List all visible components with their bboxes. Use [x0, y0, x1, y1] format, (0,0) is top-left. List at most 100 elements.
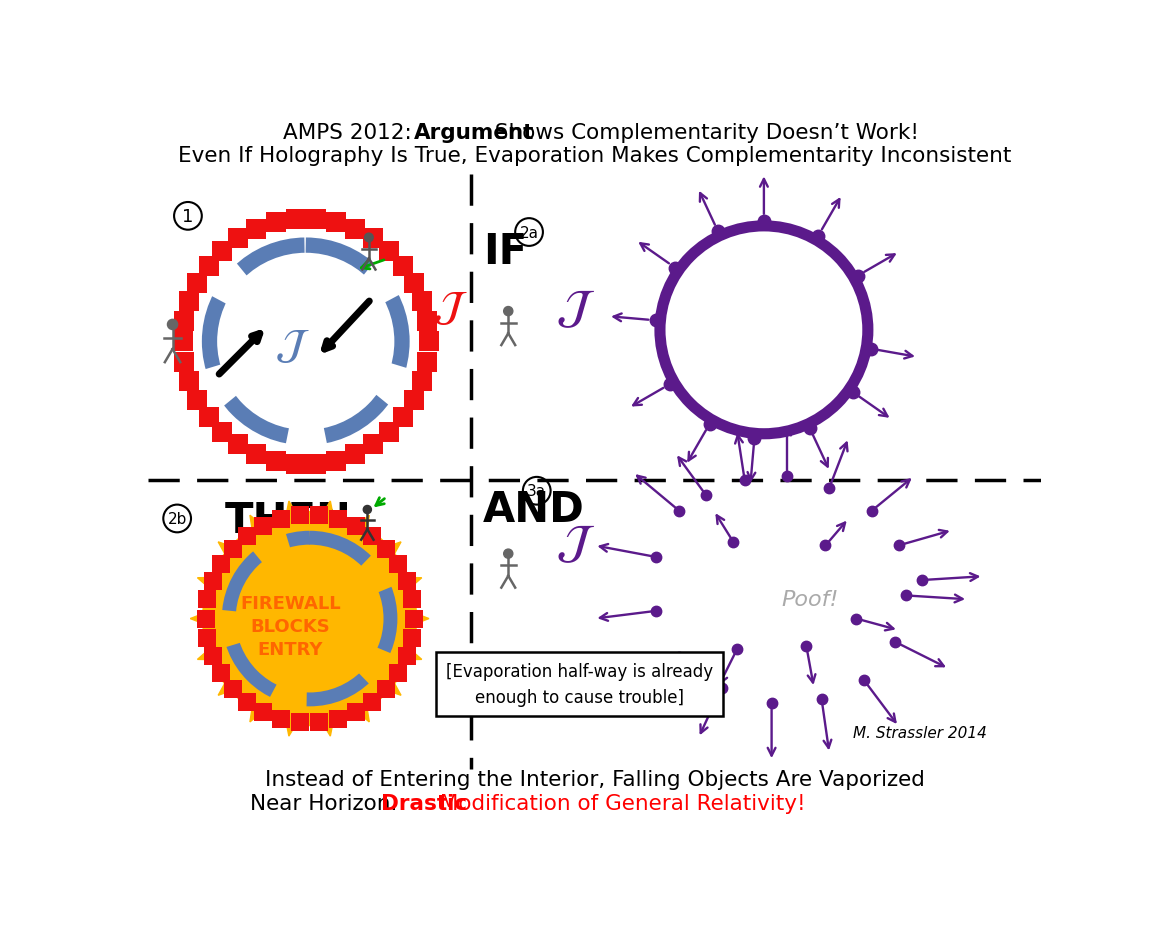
Point [364, 438, 383, 452]
Point [347, 705, 365, 719]
Text: $\mathcal{J}$: $\mathcal{J}$ [556, 522, 595, 566]
Point [389, 557, 407, 572]
Point [229, 438, 247, 452]
Point [238, 528, 256, 543]
Point [224, 681, 242, 696]
Point [287, 212, 305, 227]
Point [413, 295, 432, 310]
Point [224, 541, 242, 556]
Point [173, 335, 191, 349]
Point [327, 215, 346, 230]
Circle shape [364, 234, 374, 243]
Text: Even If Holography Is True, Evaporation Makes Complementarity Inconsistent: Even If Holography Is True, Evaporation … [177, 146, 1012, 166]
Point [306, 212, 325, 227]
Point [363, 528, 382, 543]
Point [364, 232, 383, 247]
Text: Near Horizon.: Near Horizon. [249, 794, 411, 814]
Point [328, 711, 347, 726]
Circle shape [167, 320, 177, 330]
Point [267, 215, 285, 230]
Point [267, 454, 285, 469]
Text: 2a: 2a [520, 225, 538, 240]
Text: IF: IF [483, 231, 527, 273]
Point [327, 454, 346, 469]
Point [405, 612, 423, 627]
Point [397, 574, 415, 589]
Text: Instead of Entering the Interior, Falling Objects Are Vaporized: Instead of Entering the Interior, Fallin… [264, 768, 925, 789]
Point [418, 314, 436, 329]
Point [247, 447, 266, 462]
Point [328, 512, 347, 527]
Point [203, 574, 222, 589]
Text: AND: AND [483, 489, 585, 530]
Point [347, 518, 365, 533]
Point [238, 694, 256, 709]
Text: Shows Complementarity Doesn’t Work!: Shows Complementarity Doesn’t Work! [488, 122, 919, 143]
Text: Drastic: Drastic [382, 794, 467, 814]
Point [200, 259, 218, 273]
Text: $\mathcal{J}$: $\mathcal{J}$ [275, 324, 310, 367]
Text: $\mathcal{J}$: $\mathcal{J}$ [433, 286, 467, 328]
Text: ENTRY: ENTRY [258, 641, 324, 659]
Point [212, 557, 231, 572]
Text: Modification of General Relativity!: Modification of General Relativity! [433, 794, 805, 814]
Point [247, 222, 266, 236]
Text: 3a: 3a [527, 484, 546, 499]
Text: BLOCKS: BLOCKS [251, 617, 331, 636]
Point [403, 630, 421, 645]
Point [254, 518, 273, 533]
Point [254, 705, 273, 719]
Point [377, 541, 396, 556]
Polygon shape [190, 502, 429, 736]
Point [213, 244, 232, 259]
Point [393, 259, 412, 273]
Point [405, 276, 423, 291]
Point [389, 667, 407, 681]
Point [291, 508, 310, 523]
Text: 1: 1 [182, 208, 194, 225]
Text: THEN: THEN [225, 500, 351, 541]
Point [213, 425, 232, 440]
Point [287, 457, 305, 472]
Point [291, 715, 310, 730]
Point [403, 592, 421, 607]
Point [380, 425, 399, 440]
Point [212, 667, 231, 681]
Point [418, 355, 436, 370]
Text: AMPS 2012:: AMPS 2012: [283, 122, 419, 143]
Point [397, 649, 415, 664]
Point [380, 244, 399, 259]
Point [180, 295, 198, 310]
Point [306, 457, 325, 472]
Text: Poof!: Poof! [782, 590, 839, 610]
Point [198, 630, 217, 645]
Point [310, 715, 328, 730]
Point [175, 355, 194, 370]
Text: Argument: Argument [414, 122, 534, 143]
Point [346, 447, 364, 462]
Text: M. Strassler 2014: M. Strassler 2014 [854, 725, 987, 741]
Point [413, 375, 432, 389]
Point [363, 694, 382, 709]
Point [405, 393, 423, 408]
Point [393, 410, 412, 425]
Point [180, 375, 198, 389]
Point [271, 512, 290, 527]
Circle shape [363, 506, 371, 514]
Circle shape [503, 550, 513, 559]
Point [198, 592, 217, 607]
Point [229, 232, 247, 247]
Point [200, 410, 218, 425]
Circle shape [503, 307, 513, 316]
Text: FIREWALL: FIREWALL [240, 594, 341, 613]
Text: $\mathcal{J}$: $\mathcal{J}$ [557, 287, 595, 332]
Point [175, 314, 194, 329]
Text: 2b: 2b [167, 512, 187, 527]
Point [188, 276, 206, 291]
Point [377, 681, 396, 696]
Text: [Evaporation half-way is already
enough to cause trouble]: [Evaporation half-way is already enough … [445, 662, 712, 706]
Point [271, 711, 290, 726]
Point [310, 508, 328, 523]
Point [196, 612, 215, 627]
Point [188, 393, 206, 408]
